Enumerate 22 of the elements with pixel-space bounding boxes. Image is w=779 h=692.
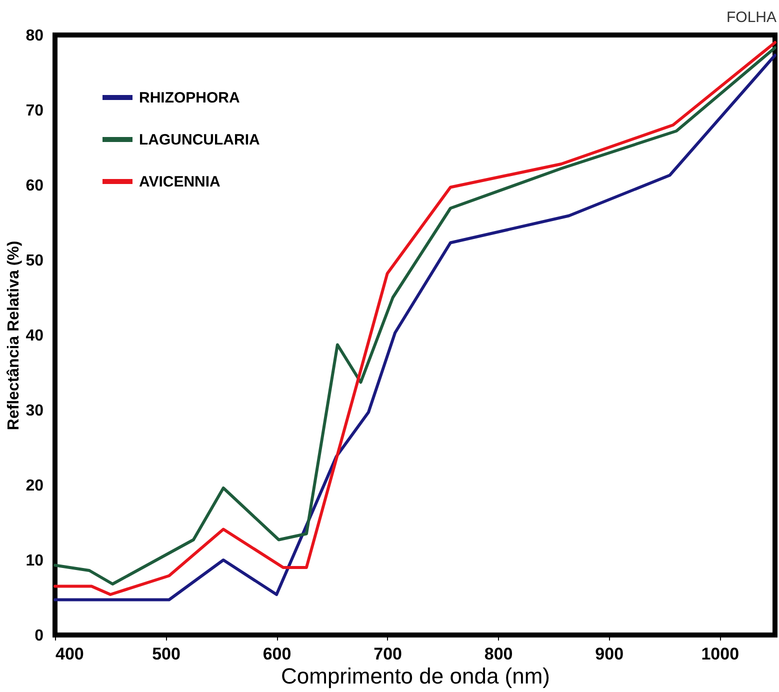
y-tick-label: 80 <box>26 28 44 44</box>
y-tick-label: 20 <box>26 478 44 494</box>
x-tick-label: 500 <box>152 644 180 664</box>
x-tick-label: 1000 <box>701 644 740 664</box>
legend-label: LAGUNCULARIA <box>139 132 260 148</box>
x-tick-label: 600 <box>262 644 292 664</box>
y-tick-label: 30 <box>26 402 44 420</box>
y-tick-label: 0 <box>34 628 44 644</box>
x-tick-label: 800 <box>484 644 513 664</box>
x-axis-title: Comprimento de onda (nm) <box>280 664 550 688</box>
x-tick-label: 900 <box>595 644 624 664</box>
y-tick-label: 60 <box>26 178 44 194</box>
x-tick-label: 700 <box>374 644 402 664</box>
legend-label: AVICENNIA <box>139 174 221 190</box>
legend-label: RHIZOPHORA <box>139 90 240 106</box>
chart-title: FOLHA <box>726 9 776 26</box>
y-axis-title: Reflectância Relativa (%) <box>6 240 23 430</box>
y-tick-label: 50 <box>26 252 44 270</box>
y-tick-label: 70 <box>26 102 44 120</box>
y-tick-label: 10 <box>26 552 44 570</box>
x-tick-label: 400 <box>56 644 84 664</box>
y-tick-label: 40 <box>26 328 44 344</box>
